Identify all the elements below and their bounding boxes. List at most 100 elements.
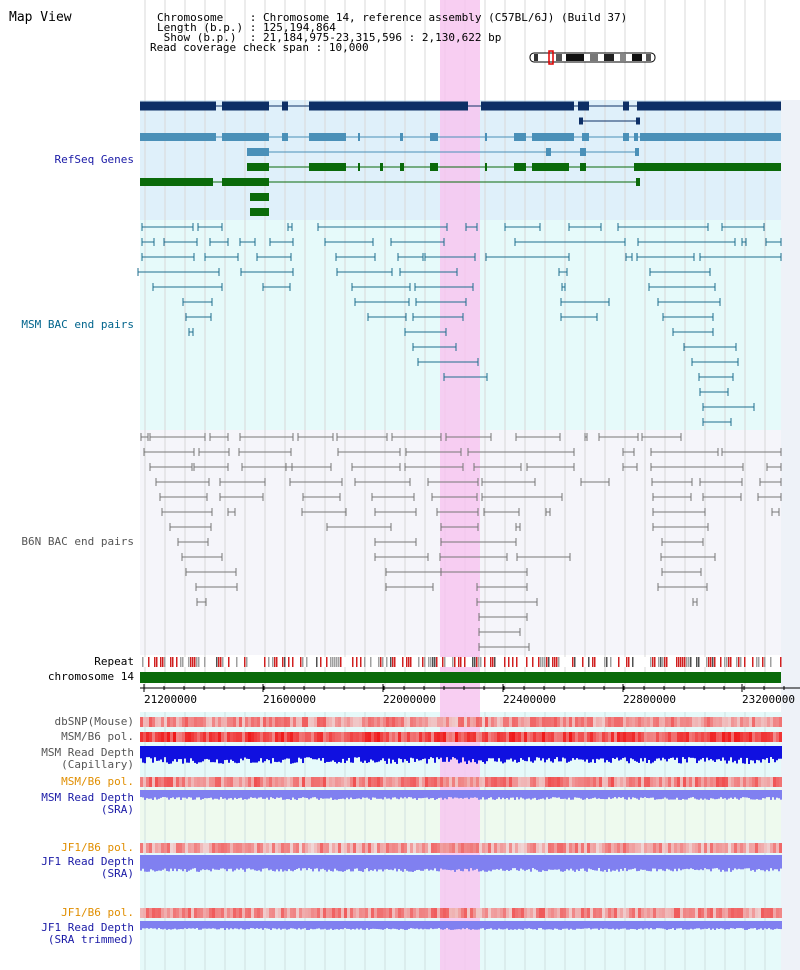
jf1-b6-pol-cell — [482, 843, 485, 853]
dbsnp-cell — [479, 717, 482, 727]
repeat-element — [268, 657, 270, 667]
msm-b6-pol-cell — [230, 732, 233, 742]
jf1-sra-depth-bar — [474, 855, 476, 870]
msm-capillary-depth-bar — [328, 746, 330, 762]
jf1-sra-depth-bar — [744, 855, 746, 869]
jf1-trimmed-depth-bar — [364, 921, 366, 930]
jf1-sra-depth-bar — [620, 855, 622, 869]
msm-b6-pol-cell — [722, 732, 725, 742]
dbsnp-cell — [161, 717, 164, 727]
msm-sra-depth-bar — [598, 790, 600, 799]
jf1-b6-pol-cell — [773, 843, 776, 853]
msm-b6-pol-cell — [272, 732, 275, 742]
msm-sra-depth-bar — [190, 790, 192, 798]
track-label-jf1-depth-trim[interactable]: JF1 Read Depth — [41, 921, 134, 934]
jf1-trimmed-depth-bar — [496, 921, 498, 930]
track-label-msm-depth-sra[interactable]: MSM Read Depth — [41, 791, 134, 804]
msm-capillary-depth-bar — [376, 746, 378, 763]
msm-sra-depth-bar — [682, 790, 684, 799]
msm-sra-depth-bar — [332, 790, 334, 800]
dbsnp-cell — [263, 717, 266, 727]
msm-capillary-depth-bar — [462, 746, 464, 758]
msm-sra-depth-bar — [340, 790, 342, 799]
msm-capillary-depth-bar — [658, 746, 660, 759]
dbsnp-cell — [509, 717, 512, 727]
msm-b6-pol-cell — [602, 732, 605, 742]
dbsnp-cell — [413, 717, 416, 727]
dbsnp-cell — [254, 717, 257, 727]
track-label-msm-depth-cap[interactable]: MSM Read Depth — [41, 746, 134, 759]
msm-b6-pol-cell — [194, 777, 197, 787]
jf1-sra-depth-bar — [562, 855, 564, 872]
track-label-dbsnp[interactable]: dbSNP(Mouse) — [54, 715, 134, 728]
jf1-sra-depth-bar — [500, 855, 502, 869]
msm-sra-depth-bar — [518, 790, 520, 800]
track-label-jf1-depth-sra[interactable]: JF1 Read Depth — [41, 855, 134, 868]
msm-capillary-depth-bar — [460, 746, 462, 763]
jf1-trimmed-depth-bar — [780, 921, 782, 930]
repeat-element — [410, 657, 412, 667]
dbsnp-cell — [167, 717, 170, 727]
track-label-b6n-bac[interactable]: B6N BAC end pairs — [21, 535, 134, 548]
msm-b6-pol-cell — [227, 732, 230, 742]
jf1-b6-pol-cell — [584, 843, 587, 853]
msm-b6-pol-cell — [260, 777, 263, 787]
msm-b6-pol-cell — [380, 732, 383, 742]
msm-capillary-depth-bar — [682, 746, 684, 758]
msm-sra-depth-bar — [188, 790, 190, 798]
jf1-sra-depth-bar — [216, 855, 218, 870]
msm-b6-pol-cell — [395, 777, 398, 787]
jf1-trimmed-depth-bar — [718, 921, 720, 930]
dbsnp-cell — [155, 717, 158, 727]
repeat-element — [194, 657, 196, 667]
msm-sra-depth-bar — [432, 790, 434, 799]
track-label-repeat[interactable]: Repeat — [94, 655, 134, 668]
dbsnp-cell — [308, 717, 311, 727]
jf1-b6-pol-cell — [467, 843, 470, 853]
dbsnp-cell — [635, 717, 638, 727]
msm-capillary-depth-bar — [738, 746, 740, 760]
jf1-sra-depth-bar — [242, 855, 244, 870]
jf1-sra-depth-bar — [704, 855, 706, 869]
msm-sra-depth-bar — [342, 790, 344, 799]
msm-capillary-depth-bar — [572, 746, 574, 759]
jf1-b6-pol-cell — [461, 843, 464, 853]
msm-b6-pol-cell — [176, 777, 179, 787]
jf1-sra-depth-bar — [530, 855, 532, 872]
track-label-jf1-b6-pol-2[interactable]: JF1/B6 pol. — [61, 906, 134, 919]
msm-sra-depth-bar — [766, 790, 768, 798]
msm-capillary-depth-bar — [218, 746, 220, 764]
msm-b6-pol-cell — [413, 777, 416, 787]
msm-sra-depth-bar — [326, 790, 328, 799]
jf1-b6-pol-cell — [458, 843, 461, 853]
msm-sra-depth-bar — [740, 790, 742, 799]
msm-capillary-depth-bar — [444, 746, 446, 762]
msm-sra-depth-bar — [206, 790, 208, 799]
jf1-b6-pol-cell — [749, 843, 752, 853]
track-label-msm-bac[interactable]: MSM BAC end pairs — [21, 318, 134, 331]
msm-capillary-depth-bar — [656, 746, 658, 759]
msm-sra-depth-bar — [656, 790, 658, 800]
msm-capillary-depth-bar — [754, 746, 756, 764]
jf1-b6-pol-cell — [332, 843, 335, 853]
jf1-sra-depth-bar — [700, 855, 702, 870]
jf1-b6-pol-cell — [725, 908, 728, 918]
track-label-refseq[interactable]: RefSeq Genes — [54, 153, 134, 166]
dbsnp-cell — [485, 717, 488, 727]
track-label-msm-b6-pol-2[interactable]: MSM/B6 pol. — [61, 775, 134, 788]
msm-sra-depth-bar — [438, 790, 440, 798]
msm-b6-pol-cell — [479, 777, 482, 787]
jf1-trimmed-depth-bar — [234, 921, 236, 929]
jf1-trimmed-depth-bar — [664, 921, 666, 930]
msm-b6-pol-cell — [635, 732, 638, 742]
jf1-sra-depth-bar — [652, 855, 654, 869]
jf1-trimmed-depth-bar — [764, 921, 766, 929]
track-label-msm-b6-pol-1[interactable]: MSM/B6 pol. — [61, 730, 134, 743]
track-label-jf1-b6-pol-1[interactable]: JF1/B6 pol. — [61, 841, 134, 854]
repeat-element — [228, 657, 230, 667]
msm-capillary-depth-bar — [780, 746, 782, 759]
jf1-trimmed-depth-bar — [522, 921, 524, 930]
jf1-trimmed-depth-bar — [170, 921, 172, 930]
msm-capillary-depth-bar — [324, 746, 326, 763]
